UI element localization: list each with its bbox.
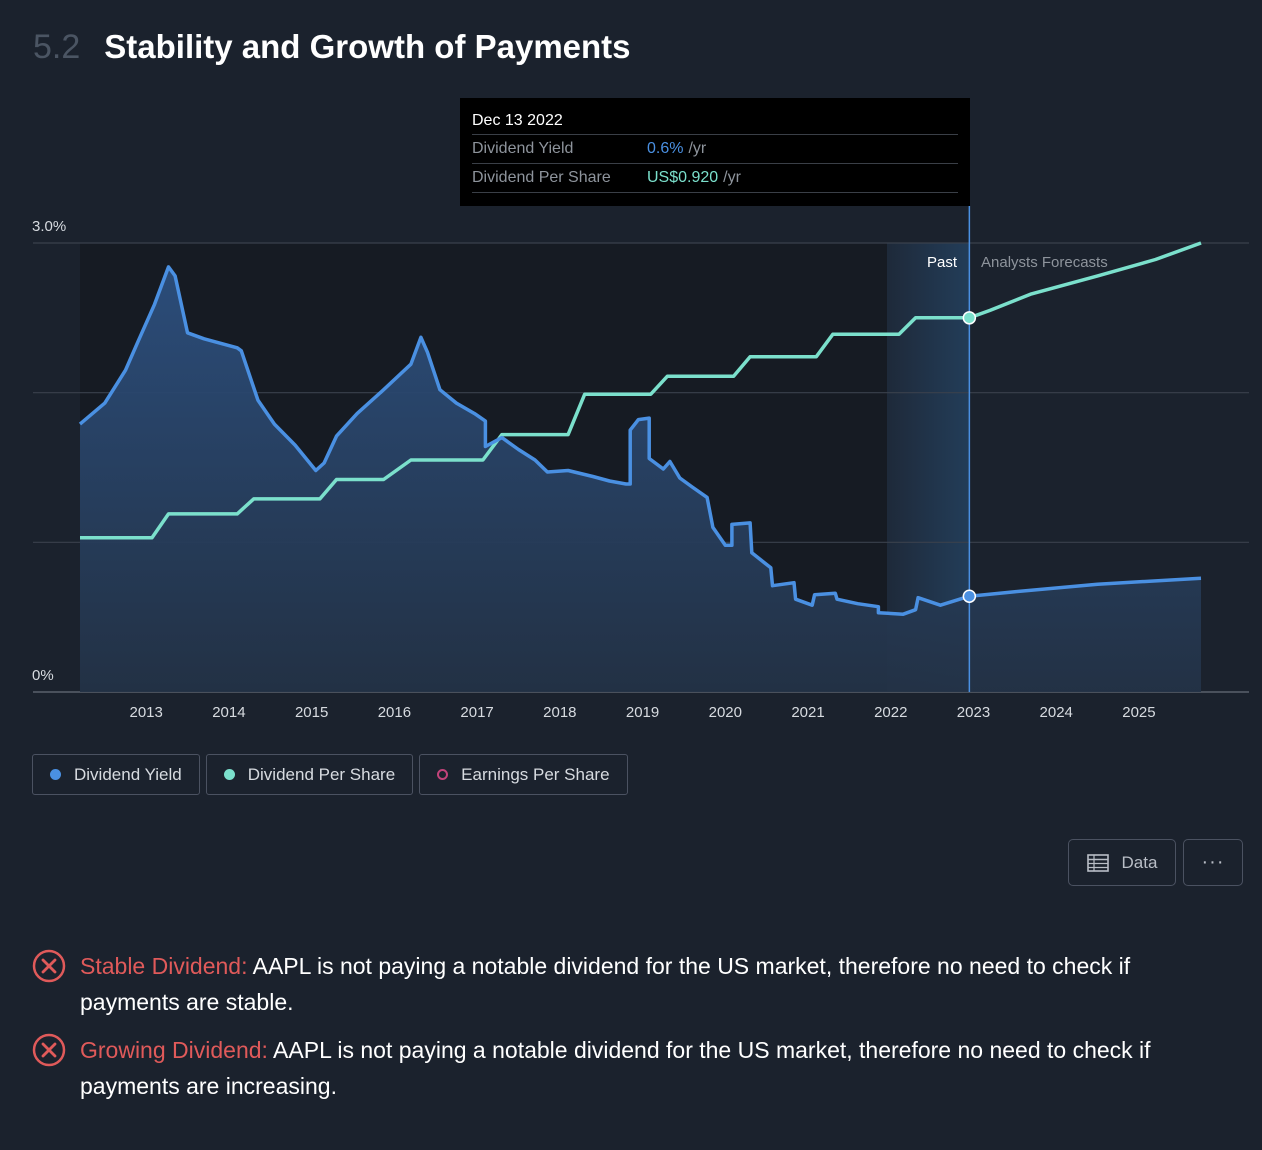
tooltip-value: US$0.920	[647, 169, 719, 186]
legend-label: Dividend Yield	[74, 764, 182, 784]
fail-x-icon	[32, 1033, 66, 1067]
x-tick-label: 2013	[129, 704, 162, 721]
legend-dividend-yield[interactable]: Dividend Yield	[32, 754, 200, 795]
chart-tooltip: Dec 13 2022 Dividend Yield 0.6% /yr Divi…	[460, 98, 970, 206]
check-text: Growing Dividend: AAPL is not paying a n…	[80, 1032, 1232, 1104]
dividend-yield-area	[80, 266, 1201, 692]
more-options-button[interactable]: ···	[1183, 839, 1243, 886]
check-growing-dividend: Growing Dividend: AAPL is not paying a n…	[32, 1032, 1232, 1104]
x-tick-label: 2022	[874, 704, 907, 721]
check-text: Stable Dividend: AAPL is not paying a no…	[80, 948, 1232, 1020]
hover-marker	[962, 311, 977, 325]
x-tick-label: 2025	[1122, 704, 1155, 721]
legend-dividend-per-share[interactable]: Dividend Per Share	[205, 754, 414, 795]
check-description: AAPL is not paying a notable dividend fo…	[80, 953, 1131, 1015]
tooltip-date: Dec 13 2022	[472, 112, 958, 135]
hover-marker	[962, 589, 977, 603]
data-button-label: Data	[1121, 852, 1158, 872]
x-tick-label: 2021	[791, 704, 824, 721]
past-label: Past	[927, 254, 958, 271]
ring-icon	[437, 769, 449, 780]
dot-icon	[50, 769, 61, 780]
y-tick-label: 0%	[32, 667, 54, 684]
x-tick-label: 2014	[212, 704, 245, 721]
tooltip-unit: /yr	[688, 140, 707, 157]
check-description: AAPL is not paying a notable dividend fo…	[80, 1037, 1151, 1099]
check-name: Stable Dividend:	[80, 953, 248, 979]
x-tick-label: 2018	[543, 704, 576, 721]
check-stable-dividend: Stable Dividend: AAPL is not paying a no…	[32, 948, 1232, 1020]
forecast-label: Analysts Forecasts	[981, 254, 1108, 271]
tooltip-unit: /yr	[723, 169, 741, 186]
section-number: 5.2	[33, 28, 81, 66]
dividend-chart[interactable]: 3.0% 0% 2013 2014 2015 2016 2017 2018 2019 2020 2…	[0, 0, 1262, 740]
tooltip-label: Dividend Per Share	[472, 169, 611, 186]
tooltip-label: Dividend Yield	[472, 140, 574, 157]
legend-label: Earnings Per Share	[461, 764, 610, 784]
dot-icon	[223, 769, 235, 780]
x-tick-label: 2015	[295, 704, 328, 721]
legend-earnings-per-share[interactable]: Earnings Per Share	[419, 754, 628, 795]
data-button[interactable]: Data	[1068, 839, 1176, 886]
tooltip-value: 0.6%	[647, 140, 684, 157]
legend-label: Dividend Per Share	[247, 764, 396, 784]
x-tick-label: 2016	[378, 704, 411, 721]
check-name: Growing Dividend:	[80, 1037, 268, 1063]
tooltip-row-yield: Dividend Yield 0.6% /yr	[472, 135, 958, 164]
dividend-yield-line[interactable]	[78, 265, 1202, 616]
fail-x-icon	[32, 949, 66, 983]
ellipsis-icon: ···	[1201, 851, 1225, 873]
tooltip-row-dps: Dividend Per Share US$0.920 /yr	[472, 164, 958, 193]
section-title: Stability and Growth of Payments	[104, 28, 631, 65]
dividend-per-share-line[interactable]	[80, 241, 1202, 540]
x-tick-label: 2019	[626, 704, 659, 721]
section-header: 5.2 Stability and Growth of Payments	[33, 28, 631, 67]
x-tick-label: 2024	[1040, 704, 1073, 721]
x-tick-label: 2017	[460, 704, 493, 721]
chart-legend: Dividend Yield Dividend Per Share Earnin…	[32, 754, 628, 795]
x-tick-label: 2020	[709, 704, 742, 721]
y-tick-label: 3.0%	[32, 218, 66, 235]
table-icon	[1086, 853, 1109, 872]
x-tick-label: 2023	[957, 704, 990, 721]
